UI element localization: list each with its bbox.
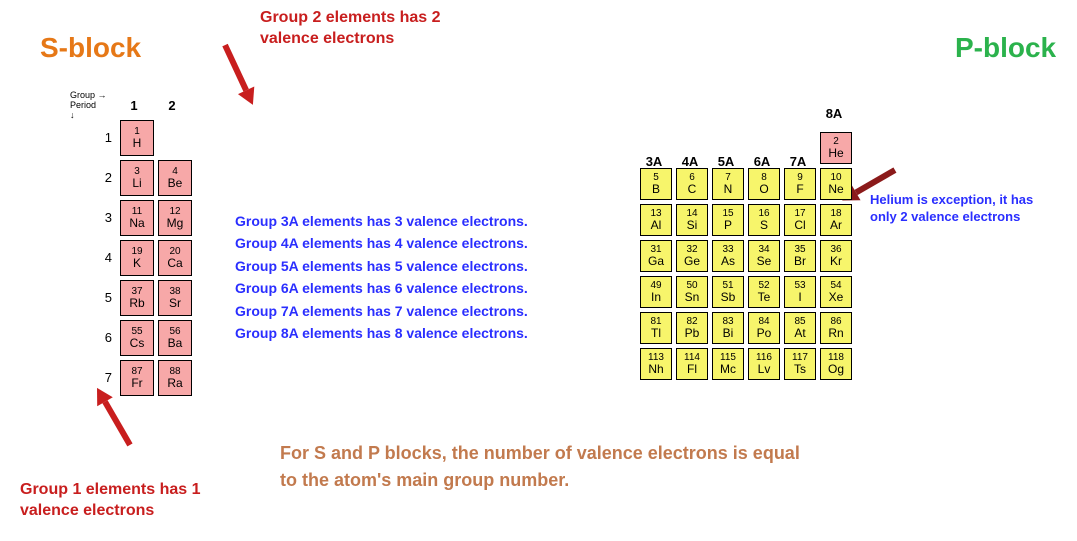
element-cell-Br: 35Br (784, 240, 816, 272)
element-cell-Ba: 56Ba (158, 320, 192, 356)
element-cell-Ra: 88Ra (158, 360, 192, 396)
element-cell-Xe: 54Xe (820, 276, 852, 308)
pblock-group-header: 3A (640, 154, 668, 169)
sblock-period-label: 3 (92, 210, 112, 225)
element-cell-Sb: 51Sb (712, 276, 744, 308)
element-cell-Kr: 36Kr (820, 240, 852, 272)
element-cell-At: 85At (784, 312, 816, 344)
valence-rules-text: Group 3A elements has 3 valence electron… (235, 210, 528, 344)
helium-annotation: Helium is exception, it has only 2 valen… (870, 192, 1033, 226)
pblock-group-header: 6A (748, 154, 776, 169)
element-cell-S: 16S (748, 204, 780, 236)
sblock-group-header: 1 (120, 98, 148, 113)
element-cell-Li: 3Li (120, 160, 154, 196)
pblock-group-header: 7A (784, 154, 812, 169)
group1-annotation: Group 1 elements has 1 valence electrons (20, 480, 201, 522)
pblock-group-header: 5A (712, 154, 740, 169)
pblock-group-header: 8A (820, 106, 848, 121)
element-cell-Ge: 32Ge (676, 240, 708, 272)
element-cell-Mc: 115Mc (712, 348, 744, 380)
element-cell-Na: 11Na (120, 200, 154, 236)
element-cell-Pb: 82Pb (676, 312, 708, 344)
element-cell-Ar: 18Ar (820, 204, 852, 236)
element-cell-Po: 84Po (748, 312, 780, 344)
group2-arrow-icon (211, 39, 268, 115)
element-cell-Nh: 113Nh (640, 348, 672, 380)
sblock-title: S-block (40, 32, 141, 64)
element-cell-C: 6C (676, 168, 708, 200)
element-cell-Ca: 20Ca (158, 240, 192, 276)
element-cell-Ts: 117Ts (784, 348, 816, 380)
element-cell-Cs: 55Cs (120, 320, 154, 356)
sblock-period-label: 4 (92, 250, 112, 265)
element-cell-Sr: 38Sr (158, 280, 192, 316)
element-cell-H: 1H (120, 120, 154, 156)
sblock-period-label: 2 (92, 170, 112, 185)
pblock-group-header: 4A (676, 154, 704, 169)
element-cell-Bi: 83Bi (712, 312, 744, 344)
sblock-period-label: 5 (92, 290, 112, 305)
element-cell-P: 15P (712, 204, 744, 236)
pblock-title: P-block (955, 32, 1056, 64)
group2-annotation: Group 2 elements has 2 valence electrons (260, 8, 441, 50)
element-cell-Rb: 37Rb (120, 280, 154, 316)
element-cell-N: 7N (712, 168, 744, 200)
sblock-period-label: 6 (92, 330, 112, 345)
element-cell-Sn: 50Sn (676, 276, 708, 308)
element-cell-I: 53I (784, 276, 816, 308)
element-cell-F: 9F (784, 168, 816, 200)
element-cell-Se: 34Se (748, 240, 780, 272)
sblock-period-label: 7 (92, 370, 112, 385)
element-cell-In: 49In (640, 276, 672, 308)
element-cell-Og: 118Og (820, 348, 852, 380)
element-cell-Rn: 86Rn (820, 312, 852, 344)
element-cell-Ne: 10Ne (820, 168, 852, 200)
element-cell-O: 8O (748, 168, 780, 200)
element-cell-Be: 4Be (158, 160, 192, 196)
main-rule-text: For S and P blocks, the number of valenc… (280, 440, 800, 494)
element-cell-Al: 13Al (640, 204, 672, 236)
element-cell-He: 2He (820, 132, 852, 164)
element-cell-Mg: 12Mg (158, 200, 192, 236)
element-cell-B: 5B (640, 168, 672, 200)
element-cell-Ga: 31Ga (640, 240, 672, 272)
element-cell-Si: 14Si (676, 204, 708, 236)
element-cell-As: 33As (712, 240, 744, 272)
element-cell-K: 19K (120, 240, 154, 276)
sblock-group-header: 2 (158, 98, 186, 113)
element-cell-Fl: 114Fl (676, 348, 708, 380)
element-cell-Tl: 81Tl (640, 312, 672, 344)
group-period-label: Group →Period↓ (70, 90, 107, 120)
element-cell-Te: 52Te (748, 276, 780, 308)
element-cell-Cl: 17Cl (784, 204, 816, 236)
element-cell-Fr: 87Fr (120, 360, 154, 396)
sblock-period-label: 1 (92, 130, 112, 145)
element-cell-Lv: 116Lv (748, 348, 780, 380)
